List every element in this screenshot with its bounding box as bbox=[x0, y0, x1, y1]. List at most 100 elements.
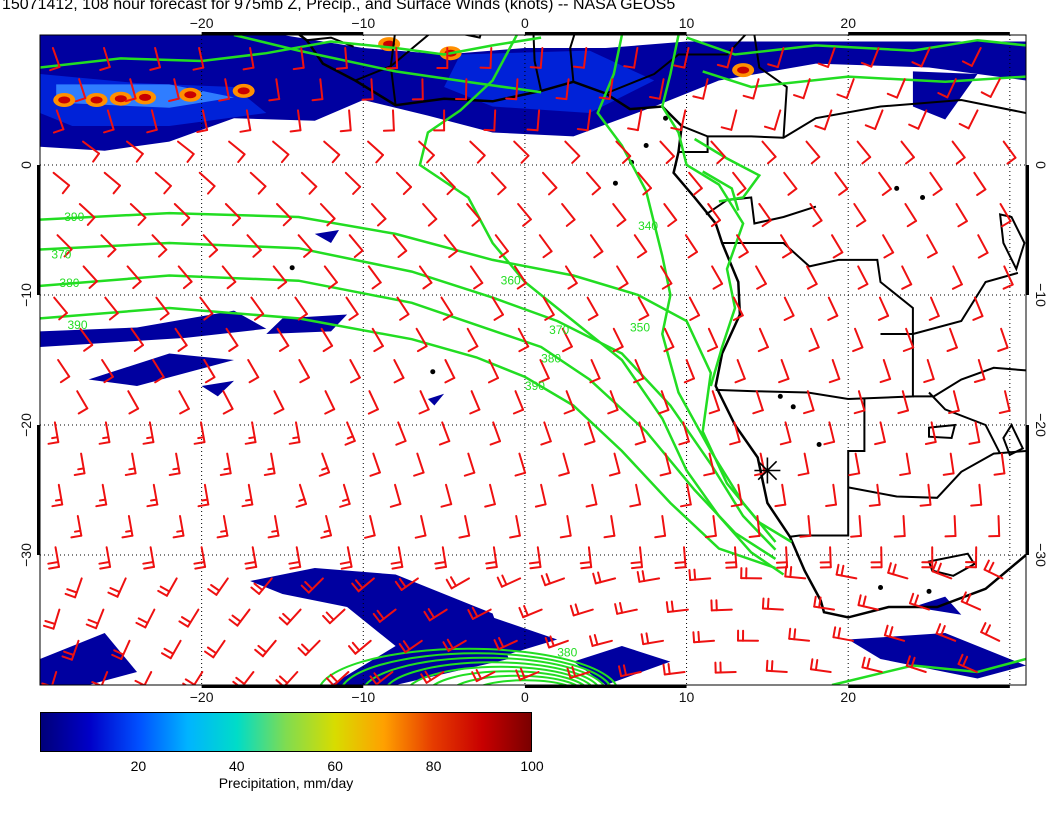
wind-barb-shaft bbox=[276, 327, 290, 347]
wind-barb bbox=[103, 171, 121, 195]
wind-barb-feather bbox=[241, 503, 254, 508]
wind-barb-feather bbox=[324, 408, 336, 415]
wind-barb-feather bbox=[571, 154, 581, 164]
lon-tick-label-bottom: 10 bbox=[679, 689, 695, 705]
wind-barb-feather bbox=[113, 649, 125, 656]
wind-barb-feather bbox=[738, 251, 749, 259]
wind-barb bbox=[469, 265, 484, 290]
wind-barb-feather bbox=[280, 153, 290, 164]
wind-barb bbox=[608, 452, 621, 477]
wind-barb-shaft bbox=[589, 234, 604, 253]
country-border bbox=[753, 35, 788, 138]
lon-tick-label-bottom: 0 bbox=[521, 689, 529, 705]
wind-barb-shaft bbox=[758, 203, 772, 222]
wind-barb bbox=[339, 546, 353, 570]
wind-barb-shaft bbox=[103, 47, 111, 69]
wind-barb-feather bbox=[799, 534, 812, 538]
map-title: 15071412, 108 hour forecast for 975mb Z,… bbox=[2, 0, 676, 13]
wind-barb bbox=[765, 659, 788, 673]
wind-barb-feather bbox=[1006, 156, 1017, 165]
wind-barb bbox=[111, 639, 131, 660]
wind-barb-shaft bbox=[707, 203, 721, 222]
wind-barb-shaft bbox=[562, 452, 570, 474]
wind-barb bbox=[344, 421, 356, 446]
wind-barb-shaft bbox=[951, 140, 966, 159]
wind-barb-feather bbox=[662, 663, 666, 676]
wind-barb-shaft bbox=[203, 483, 210, 506]
wind-barb-shaft bbox=[275, 78, 281, 100]
wind-barb bbox=[928, 296, 940, 321]
island-dot bbox=[878, 585, 884, 590]
wind-barb bbox=[322, 608, 346, 625]
wind-barb-feather bbox=[124, 472, 137, 476]
wind-barb bbox=[202, 234, 219, 258]
wind-barb-feather bbox=[47, 561, 60, 565]
wind-barb-shaft bbox=[845, 78, 855, 99]
wind-barb bbox=[82, 265, 98, 289]
wind-barb-shaft bbox=[689, 577, 712, 581]
island-dot bbox=[790, 404, 796, 410]
wind-barb-shaft bbox=[827, 47, 836, 68]
wind-barb-shaft bbox=[685, 359, 695, 380]
wind-barb bbox=[389, 483, 402, 508]
wind-barb bbox=[779, 421, 792, 446]
wind-barb-shaft bbox=[783, 296, 795, 317]
wind-barb-feather bbox=[273, 408, 285, 415]
wind-barb-feather bbox=[861, 156, 872, 165]
wind-barb-feather bbox=[767, 155, 777, 165]
wind-barb bbox=[466, 327, 479, 353]
bottom-axis-bar bbox=[201, 685, 364, 688]
wind-barb-shaft bbox=[82, 265, 98, 283]
wind-barb-feather bbox=[736, 187, 747, 196]
wind-barb-shaft bbox=[489, 483, 496, 506]
wind-barb-shaft bbox=[781, 483, 787, 506]
wind-barb bbox=[999, 203, 1012, 228]
wind-barb bbox=[104, 296, 119, 321]
wind-barb-feather bbox=[250, 586, 261, 595]
wind-barb-shaft bbox=[917, 109, 928, 130]
height-contour bbox=[481, 679, 569, 685]
wind-barb-half-feather bbox=[223, 467, 231, 471]
wind-barb bbox=[983, 559, 1004, 580]
wind-barb-feather bbox=[252, 249, 262, 258]
wind-barb bbox=[469, 140, 486, 164]
wind-barb bbox=[485, 546, 498, 570]
wind-barb-feather bbox=[957, 220, 968, 228]
wind-barb bbox=[636, 570, 661, 583]
contour-label: 390 bbox=[67, 318, 87, 332]
wind-barb-shaft bbox=[378, 608, 397, 623]
wind-barb-feather bbox=[924, 441, 937, 445]
lon-tick-label-bottom: 20 bbox=[840, 689, 856, 705]
wind-barb-feather bbox=[320, 534, 332, 539]
wind-barb-feather bbox=[254, 312, 265, 321]
wind-barb-feather bbox=[394, 580, 403, 591]
wind-barb-shaft bbox=[165, 577, 178, 597]
wind-barb bbox=[579, 546, 593, 570]
wind-barb bbox=[463, 452, 476, 477]
inland-water-outline bbox=[928, 423, 957, 440]
wind-barb-feather bbox=[558, 471, 570, 477]
wind-barb-shaft bbox=[858, 515, 862, 537]
wind-barb-feather bbox=[440, 503, 453, 508]
wind-barb-shaft bbox=[660, 265, 673, 285]
wind-barb-shaft bbox=[272, 265, 288, 284]
wind-barb bbox=[589, 634, 613, 647]
wind-barb bbox=[372, 608, 397, 623]
wind-barb bbox=[973, 359, 986, 383]
wind-barb-feather bbox=[640, 633, 645, 646]
wind-barb-feather bbox=[393, 376, 405, 384]
wind-barb-feather bbox=[877, 314, 890, 321]
wind-barb-half-feather bbox=[346, 435, 354, 440]
wind-barb bbox=[808, 327, 820, 353]
wind-barb bbox=[272, 140, 290, 164]
island-dot bbox=[894, 185, 900, 191]
wind-barb-feather bbox=[414, 534, 427, 539]
wind-barb-feather bbox=[61, 184, 71, 195]
colorbar-tick-label: 60 bbox=[327, 758, 343, 774]
wind-barb bbox=[73, 452, 86, 476]
wind-barb bbox=[52, 171, 71, 195]
wind-barb-shaft bbox=[100, 234, 117, 251]
wind-barb-feather bbox=[311, 98, 324, 102]
wind-barb bbox=[218, 78, 230, 102]
wind-barb bbox=[297, 639, 321, 657]
